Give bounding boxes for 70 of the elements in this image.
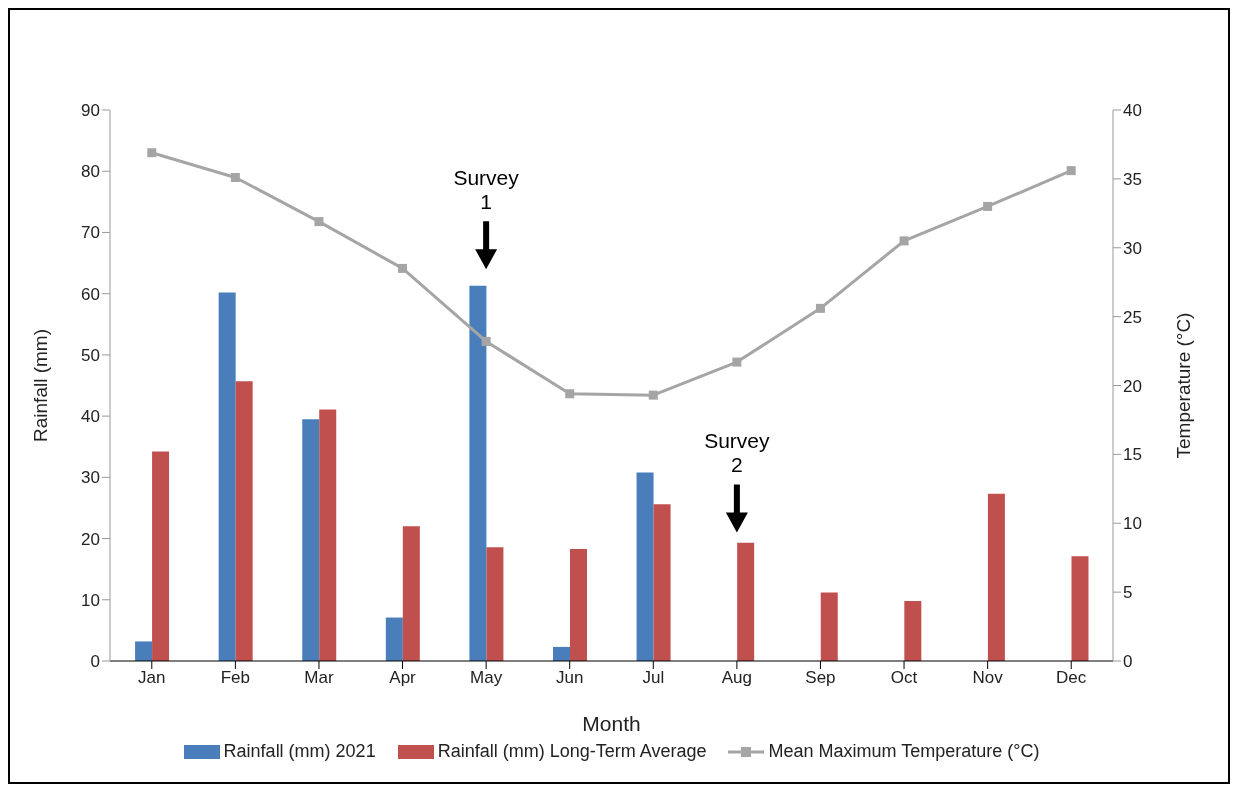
- y-tick-label: 70: [81, 223, 100, 243]
- y2-tick-label: 25: [1123, 307, 1142, 327]
- bar: [987, 493, 1005, 661]
- y2-tick-label: 40: [1123, 101, 1142, 121]
- point: [314, 217, 324, 227]
- point: [732, 357, 742, 367]
- legend-label: Mean Maximum Temperature (°C): [767, 741, 1040, 762]
- y2-tick-label: 20: [1123, 376, 1142, 396]
- bar: [302, 419, 320, 661]
- bar: [636, 472, 654, 661]
- bar: [152, 451, 170, 661]
- y2-tick-label: 15: [1123, 445, 1142, 465]
- x-tick-label: Dec: [1056, 668, 1087, 688]
- bar: [218, 292, 236, 661]
- y-tick-label: 80: [81, 162, 100, 182]
- y2-tick-label: 35: [1123, 169, 1142, 189]
- bar: [904, 601, 922, 661]
- y2-axis-title: Temperature (°C): [1172, 312, 1194, 459]
- bar: [653, 504, 671, 661]
- bar: [737, 542, 755, 661]
- y-tick-label: 50: [81, 345, 100, 365]
- point: [983, 201, 993, 211]
- y-tick-label: 20: [81, 529, 100, 549]
- legend-label: Rainfall (mm) Long-Term Average: [436, 741, 707, 762]
- y-tick-label: 40: [81, 407, 100, 427]
- x-tick-label: Jul: [642, 668, 665, 688]
- x-tick-label: Feb: [220, 668, 251, 688]
- annotation: Survey 1: [453, 166, 520, 214]
- bar: [402, 526, 420, 661]
- bar: [235, 381, 253, 661]
- point: [398, 263, 408, 273]
- point: [1066, 166, 1076, 176]
- bar: [135, 641, 153, 661]
- bar: [319, 409, 337, 661]
- y2-tick-label: 30: [1123, 238, 1142, 258]
- annotation: Survey 2: [704, 429, 771, 477]
- x-tick-label: Nov: [972, 668, 1004, 688]
- x-tick-label: Jun: [556, 668, 584, 688]
- x-axis-title: Month: [582, 712, 641, 735]
- x-tick-label: Apr: [389, 668, 417, 688]
- y2-tick-label: 10: [1123, 514, 1142, 534]
- x-tick-label: Aug: [721, 668, 752, 688]
- bar: [820, 592, 838, 661]
- x-tick-label: Mar: [304, 668, 334, 688]
- bar: [469, 285, 487, 661]
- bar: [569, 548, 587, 661]
- y-axis-title: Rainfall (mm): [29, 329, 51, 442]
- point: [147, 148, 157, 158]
- y-tick-label: 10: [81, 590, 100, 610]
- bar: [552, 646, 570, 661]
- x-tick-label: Oct: [890, 668, 918, 688]
- y2-tick-label: 5: [1123, 583, 1133, 603]
- x-tick-label: Jan: [138, 668, 166, 688]
- x-tick-label: May: [470, 668, 503, 688]
- x-tick-label: Sep: [805, 668, 836, 688]
- y2-tick-label: 0: [1123, 652, 1133, 672]
- y-tick-label: 0: [90, 652, 100, 672]
- bar: [385, 617, 403, 661]
- y-tick-label: 90: [81, 101, 100, 121]
- point: [565, 389, 575, 399]
- y-tick-label: 60: [81, 284, 100, 304]
- bar: [486, 547, 504, 661]
- y-tick-label: 30: [81, 468, 100, 488]
- point: [899, 236, 909, 246]
- point: [230, 173, 240, 182]
- point: [815, 303, 825, 313]
- legend-label: Rainfall (mm) 2021: [222, 741, 376, 762]
- point: [648, 390, 658, 400]
- bar: [1071, 556, 1089, 661]
- point: [481, 336, 491, 346]
